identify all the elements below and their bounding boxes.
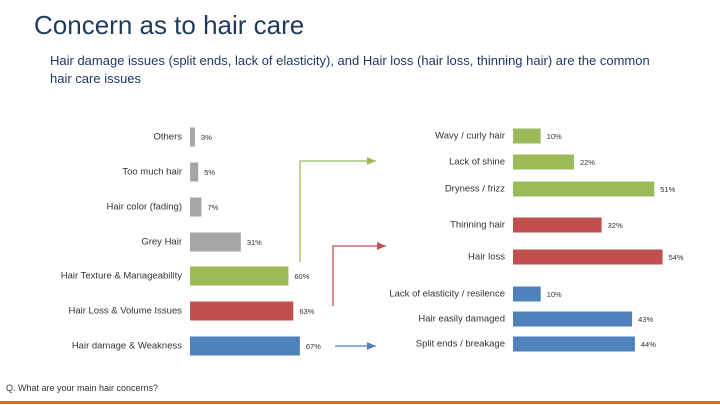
value-label: 10% xyxy=(547,132,562,141)
connector-arrow xyxy=(332,242,386,306)
bar xyxy=(190,127,195,147)
bar xyxy=(513,286,541,302)
bar xyxy=(513,128,541,144)
value-label: 44% xyxy=(641,340,656,349)
value-label: 7% xyxy=(207,203,218,212)
value-label: 54% xyxy=(669,253,684,262)
value-label: 43% xyxy=(638,315,653,324)
category-label: Hair Loss & Volume Issues xyxy=(68,306,182,317)
bar xyxy=(190,197,202,217)
category-label: Lack of elasticity / resilence xyxy=(389,289,505,300)
value-label: 67% xyxy=(306,342,321,351)
bar xyxy=(513,181,655,197)
category-label: Hair color (fading) xyxy=(107,202,183,213)
value-label: 32% xyxy=(608,221,623,230)
category-label: Hair Texture & Manageability xyxy=(61,271,183,282)
category-label: Lack of shine xyxy=(449,157,505,168)
bar xyxy=(513,249,663,265)
category-label: Others xyxy=(153,132,182,143)
value-label: 10% xyxy=(547,290,562,299)
category-label: Dryness / frizz xyxy=(445,184,505,195)
value-label: 63% xyxy=(299,307,314,316)
category-label: Wavy / curly hair xyxy=(435,131,505,142)
bar xyxy=(513,336,635,352)
bar xyxy=(190,266,289,286)
category-label: Hair easily damaged xyxy=(418,314,505,325)
category-label: Hair damage & Weakness xyxy=(72,341,182,352)
bar xyxy=(513,311,633,327)
bottom-rule xyxy=(0,401,720,404)
value-label: 51% xyxy=(660,185,675,194)
bar xyxy=(190,162,199,182)
bar xyxy=(190,301,294,321)
footnote: Q. What are your main hair concerns? xyxy=(6,383,159,393)
bar xyxy=(190,336,300,356)
category-label: Hair loss xyxy=(468,252,505,263)
category-label: Too much hair xyxy=(122,167,182,178)
bar xyxy=(513,217,602,233)
category-label: Grey Hair xyxy=(141,237,182,248)
value-label: 3% xyxy=(201,133,212,142)
value-label: 5% xyxy=(204,168,215,177)
slide-subtitle: Hair damage issues (split ends, lack of … xyxy=(50,53,650,86)
slide-title: Concern as to hair care xyxy=(34,10,305,40)
bar xyxy=(513,154,574,170)
connector-arrow xyxy=(299,157,376,262)
value-label: 31% xyxy=(247,238,262,247)
value-label: 22% xyxy=(580,158,595,167)
bar xyxy=(190,232,241,252)
category-label: Thinning hair xyxy=(450,220,505,231)
category-label: Split ends / breakage xyxy=(416,339,505,350)
value-label: 60% xyxy=(294,272,309,281)
